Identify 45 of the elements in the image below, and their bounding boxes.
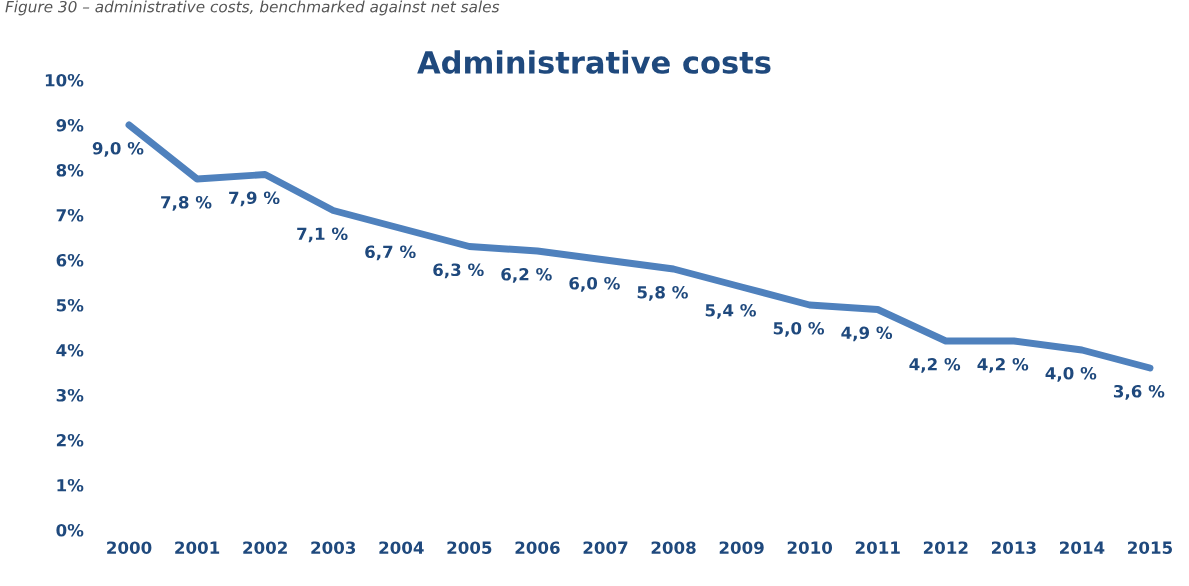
y-tick-label: 10% <box>45 73 84 87</box>
x-tick-label: 2004 <box>379 541 424 555</box>
y-tick-label: 4% <box>56 343 84 357</box>
x-tick-label: 2009 <box>719 541 764 555</box>
x-tick-label: 2002 <box>243 541 287 555</box>
x-tick-label: 2006 <box>515 541 560 555</box>
data-label: 4,0 % <box>1045 366 1097 382</box>
chart-title: Administrative costs <box>417 50 771 74</box>
data-label: 6,7 % <box>365 245 416 261</box>
x-tick-label: 2005 <box>447 541 492 555</box>
x-tick-label: 2012 <box>923 541 968 555</box>
y-tick-label: 7% <box>56 208 84 222</box>
data-label: 7,8 % <box>161 195 212 211</box>
y-tick-label: 6% <box>56 253 84 267</box>
data-label: 6,0 % <box>569 276 620 292</box>
data-label: 4,2 % <box>977 357 1029 373</box>
data-label: 3,6 % <box>1113 384 1165 400</box>
x-tick-label: 2001 <box>175 541 220 555</box>
data-label: 6,3 % <box>433 263 484 279</box>
x-tick-label: 2014 <box>1060 541 1105 555</box>
data-label: 7,9 % <box>229 191 280 207</box>
x-tick-label: 2011 <box>855 541 900 555</box>
caption: Figure 30 – administrative costs, benchmarked against net sales <box>5 0 500 16</box>
data-label: 6,2 % <box>501 267 552 283</box>
x-tick-label: 2000 <box>107 541 152 555</box>
x-tick-label: 2010 <box>787 541 833 555</box>
data-label: 4,2 % <box>909 357 961 373</box>
data-label: 5,8 % <box>637 285 688 301</box>
y-tick-label: 2% <box>56 433 84 447</box>
x-tick-label: 2015 <box>1128 541 1172 555</box>
x-tick-label: 2007 <box>583 541 628 555</box>
data-label: 7,1 % <box>297 227 348 243</box>
data-label: 5,4 % <box>705 303 756 319</box>
y-tick-label: 1% <box>57 478 84 492</box>
y-tick-label: 5% <box>56 298 84 312</box>
x-tick-label: 2013 <box>991 541 1036 555</box>
y-tick-label: 0% <box>56 523 84 537</box>
x-tick-label: 2008 <box>651 541 696 555</box>
data-label: 9,0 % <box>92 141 144 157</box>
y-tick-label: 9% <box>56 118 84 132</box>
data-label: 4,9 % <box>841 326 893 342</box>
y-tick-label: 8% <box>56 163 84 177</box>
y-tick-label: 3% <box>56 388 84 402</box>
data-label: 5,0 % <box>773 321 825 337</box>
x-tick-label: 2003 <box>311 541 356 555</box>
